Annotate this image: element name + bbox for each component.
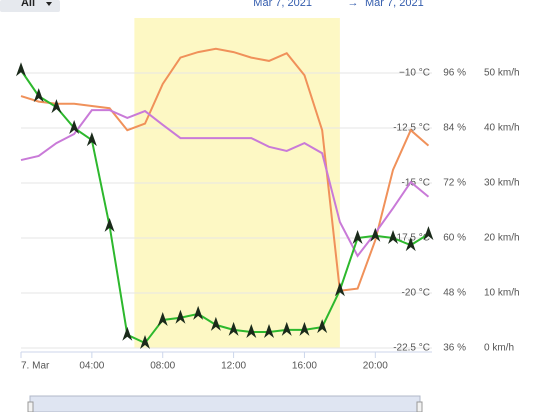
range-button-label[interactable]: All [21,0,35,9]
y2-tick-label: 60 % [443,233,466,244]
y3-tick-label: 0 km/h [484,343,514,354]
y-tick-label: -20 °C [402,288,430,299]
range-button[interactable] [0,0,60,12]
navigator-handle[interactable] [27,401,34,413]
wind-arrow [33,88,44,103]
wind-arrow [246,324,257,339]
wind-arrow [157,311,168,326]
y2-tick-label: 96 % [443,68,466,79]
y2-tick-label: 48 % [443,288,466,299]
x-tick-label: 04:00 [79,361,104,372]
wind-arrow [175,309,186,324]
wind-arrow [352,230,363,244]
wind-arrow [370,227,381,242]
wind-arrow [299,321,310,336]
date-from[interactable]: Mar 7, 2021 [253,0,312,9]
wind-arrow [281,321,292,336]
series-line [20,69,429,345]
y3-tick-label: 40 km/h [484,123,520,134]
date-to[interactable]: Mar 7, 2021 [365,0,424,9]
series-line [20,109,430,258]
wind-arrow [264,324,275,339]
y3-tick-label: 50 km/h [484,68,520,79]
navigator-handle[interactable] [416,401,423,413]
wind-arrow [317,319,328,334]
y-tick-label: -12.5 °C [393,123,430,134]
y-tick-label: -22.5 °C [393,343,430,354]
x-tick-label: 7. Mar [21,361,50,372]
y2-tick-label: 84 % [443,123,466,134]
date-arrow: → [348,0,359,9]
y-tick-label: -15 °C [402,178,430,189]
x-tick-label: 20:00 [363,361,388,372]
wind-arrow [210,316,221,331]
wind-arrow [86,132,97,147]
y3-tick-label: 20 km/h [484,233,520,244]
wind-arrow [423,226,434,241]
y-tick-label: −10 °C [399,68,430,79]
series-line [20,47,430,292]
wind-arrow [334,282,345,297]
wind-arrow [51,99,62,114]
wind-arrow [405,237,416,252]
dropdown-caret [46,2,52,6]
y3-tick-label: 10 km/h [484,288,520,299]
wind-arrow [193,305,204,320]
wind-arrow [104,217,115,232]
x-tick-label: 12:00 [221,361,246,372]
wind-arrow [122,326,133,341]
y2-tick-label: 36 % [443,343,466,354]
wind-arrow [228,321,239,336]
y3-tick-label: 30 km/h [484,178,520,189]
wind-arrow [69,120,80,134]
navigator [29,395,421,413]
y-tick-label: -17.5 °C [393,233,430,244]
wind-arrow [16,62,26,77]
y2-tick-label: 72 % [443,178,466,189]
wind-arrow [388,230,399,244]
x-tick-label: 08:00 [150,361,175,372]
x-tick-label: 16:00 [292,361,317,372]
wind-arrow [140,335,151,350]
